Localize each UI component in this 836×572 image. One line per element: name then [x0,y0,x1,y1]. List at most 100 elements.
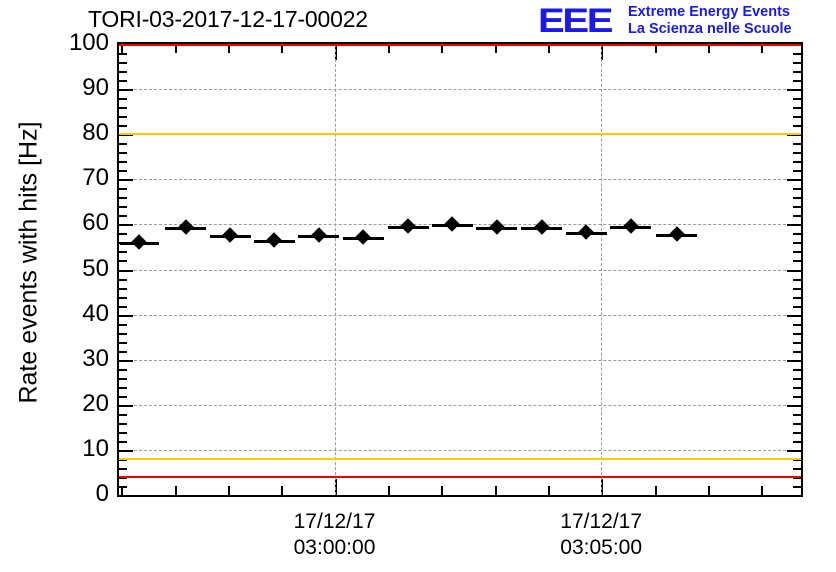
y-tick-minor [119,161,127,164]
y-tick-minor [119,125,127,128]
data-point[interactable] [669,226,685,243]
x-tick-minor [174,486,177,495]
data-point[interactable] [131,233,148,250]
y-tick-minor [119,350,127,353]
threshold-line-lower-alarm [119,475,801,478]
y-tick-minor [793,152,801,155]
y-tick-minor [119,197,127,200]
data-point[interactable] [311,226,327,243]
y-tick-minor [793,62,801,65]
data-point[interactable] [266,231,283,248]
y-tick-minor [119,287,127,290]
x-tick-minor [547,44,550,53]
x-tick-minor [707,486,710,495]
data-point[interactable] [534,218,550,235]
y-tick-minor [793,233,801,236]
x-tick-label-date: 17/12/17 [293,510,376,533]
y-tick-minor [793,467,801,470]
y-tick-minor [793,485,801,488]
y-tick-minor [793,260,801,263]
x-tick-label-date: 17/12/17 [560,510,643,533]
x-tick-minor [121,44,124,53]
y-tick-major [787,359,801,362]
x-tick-minor [387,486,390,495]
y-tick-minor [119,80,127,83]
y-tick-major [119,89,133,92]
y-tick-label: 50 [82,254,109,282]
data-point[interactable] [178,219,194,235]
y-tick-minor [119,71,127,74]
x-tick-minor [387,44,390,53]
eee-logo-mark: EEE [538,2,614,40]
y-tick-minor [793,143,801,146]
data-point[interactable] [578,224,594,240]
y-tick-minor [119,368,127,371]
h-gridline [119,314,801,316]
y-tick-minor [793,215,801,218]
y-tick-minor [119,98,127,101]
y-tick-minor [119,152,127,155]
plot-inner [119,44,801,495]
h-gridline [119,179,801,181]
y-tick-minor [119,476,127,479]
h-gridline [119,269,801,271]
y-tick-label: 70 [82,164,109,192]
x-tick-major [334,44,337,60]
y-tick-major [119,134,133,137]
data-point[interactable] [400,218,416,234]
y-tick-minor [119,278,127,281]
y-tick-major [119,359,133,362]
x-tick-major [601,44,604,60]
y-tick-minor [119,332,127,335]
y-tick-minor [119,251,127,254]
x-tick-label-time: 03:05:00 [560,536,643,559]
data-point[interactable] [444,216,461,232]
y-tick-minor [119,323,127,326]
h-gridline [119,89,801,91]
y-tick-minor [119,305,127,308]
y-tick-major [119,179,133,182]
y-tick-minor [119,107,127,110]
h-gridline [119,359,801,361]
y-tick-minor [793,242,801,245]
threshold-line-lower-warning [119,457,801,460]
x-tick-minor [654,486,657,495]
y-tick-major [787,179,801,182]
y-tick-minor [793,305,801,308]
y-tick-minor [793,377,801,380]
y-axis-title: Rate events with hits [Hz] [14,121,43,404]
y-tick-major [119,269,133,272]
y-tick-minor [119,431,127,434]
y-tick-minor [119,233,127,236]
h-gridline [119,449,801,451]
y-tick-minor [793,71,801,74]
y-tick-minor [793,170,801,173]
x-tick-minor [761,486,764,495]
threshold-line-upper-alarm [119,44,801,46]
data-point[interactable] [222,226,238,243]
x-tick-minor [281,44,284,53]
y-tick-label: 60 [82,209,109,237]
v-gridline [334,44,336,495]
y-tick-minor [119,422,127,425]
y-tick-major [787,449,801,452]
y-tick-minor [119,170,127,173]
y-tick-minor [793,188,801,191]
threshold-line-upper-warning [119,133,801,136]
x-tick-minor [707,44,710,53]
y-tick-minor [793,476,801,479]
y-tick-major [119,314,133,317]
y-tick-major [787,224,801,227]
y-tick-major [119,224,133,227]
data-point[interactable] [355,228,371,245]
y-tick-label: 90 [82,74,109,102]
data-point[interactable] [622,218,639,234]
y-tick-minor [119,143,127,146]
y-tick-minor [793,395,801,398]
y-tick-minor [119,395,127,398]
x-tick-major [334,479,337,495]
y-tick-label: 20 [82,389,109,417]
y-tick-minor [793,98,801,101]
data-point[interactable] [489,218,505,235]
